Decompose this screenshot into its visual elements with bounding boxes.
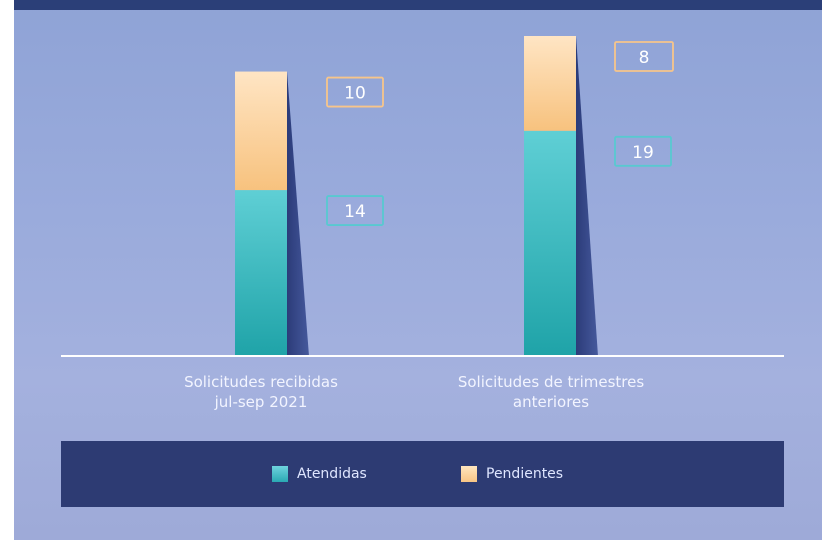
- x-label-0-line-1: Solicitudes recibidas: [184, 373, 338, 391]
- x-label-1-line-2: anteriores: [512, 393, 590, 411]
- legend: Atendidas Pendientes: [61, 441, 784, 507]
- bar-pendientes-0: [235, 71, 287, 191]
- data-label-pendientes-0: 10: [344, 84, 366, 104]
- x-label-0: Solicitudes recibidas jul-sep 2021: [131, 372, 391, 412]
- bar-atendidas-1: [524, 130, 576, 356]
- data-label-pendientes-1: 8: [639, 48, 650, 68]
- legend-swatch-pendientes: [461, 466, 477, 482]
- x-label-0-line-2: jul-sep 2021: [214, 393, 308, 411]
- data-label-box-atendidas-0: [326, 195, 384, 226]
- top-band: [14, 0, 822, 10]
- bar-pendientes-1: [524, 36, 576, 131]
- bar-shadow-1: [576, 36, 598, 356]
- x-label-1: Solicitudes de trimestres anteriores: [421, 372, 681, 412]
- x-label-1-line-1: Solicitudes de trimestres: [457, 373, 645, 391]
- data-label-box-pendientes-1: [614, 41, 674, 72]
- chart-page: 14 10 19 8 Solicitudes recibidas jul-sep 20…: [14, 0, 822, 540]
- legend-swatch-atendidas: [272, 466, 288, 482]
- legend-item-pendientes: Pendientes: [461, 466, 563, 482]
- legend-label-pendientes: Pendientes: [486, 466, 564, 482]
- legend-item-atendidas: Atendidas: [272, 466, 367, 482]
- data-label-atendidas-0: 14: [344, 202, 366, 222]
- data-label-atendidas-1: 19: [632, 143, 654, 163]
- stacked-bar-chart: 14 10 19 8: [61, 36, 784, 357]
- data-label-box-atendidas-1: [614, 135, 672, 167]
- bar-shadow-0: [287, 71, 309, 357]
- bar-atendidas-0: [235, 190, 287, 356]
- data-label-box-pendientes-0: [326, 76, 384, 108]
- legend-label-atendidas: Atendidas: [297, 466, 367, 482]
